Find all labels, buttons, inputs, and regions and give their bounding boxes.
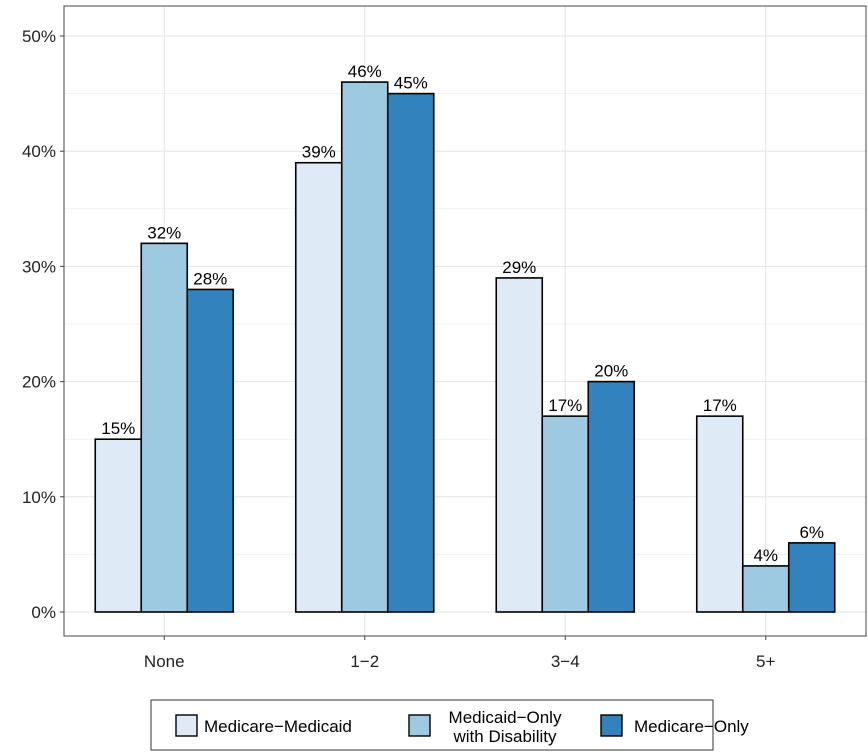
legend: Medicare−Medicaid Medicaid−Only with Disab…	[151, 700, 749, 750]
y-tick-label: 0%	[31, 603, 56, 622]
bar-5-medicare-medicaid	[697, 416, 743, 612]
legend-key-medicare-only	[601, 715, 622, 736]
y-tick-label: 40%	[22, 142, 56, 161]
bar-1-2-medicare-only	[388, 94, 434, 612]
bar-none-medicare-medicaid	[95, 439, 141, 612]
y-tick-label: 50%	[22, 27, 56, 46]
data-label-5-medicare-only: 6%	[799, 523, 824, 542]
bar-none-medicaid-only-with-disability	[141, 243, 187, 612]
bar-1-2-medicaid-only-with-disability	[342, 82, 388, 612]
legend-key-medicaid-only-with-disability	[409, 715, 430, 736]
y-tick-label: 10%	[22, 488, 56, 507]
bar-3-4-medicare-only	[588, 382, 634, 612]
y-axis: 0% 10% 20% 30% 40% 50%	[22, 27, 64, 622]
x-tick-label-3-4: 3−4	[551, 652, 580, 671]
data-label-5-medicaid-only-with-disability: 4%	[753, 546, 778, 565]
x-tick-label-1-2: 1−2	[350, 652, 379, 671]
data-label-3-4-medicare-medicaid: 29%	[502, 258, 536, 277]
legend-label-medicaid-only-with-disability: Medicaid−Only with Disability	[449, 708, 562, 746]
x-tick-label-5: 5+	[756, 652, 775, 671]
x-axis: None 1−2 3−4 5+	[144, 636, 776, 671]
data-label-5-medicare-medicaid: 17%	[703, 396, 737, 415]
data-label-none-medicare-only: 28%	[193, 269, 227, 288]
y-tick-label: 20%	[22, 373, 56, 392]
legend-label-medicare-only: Medicare−Only	[634, 717, 749, 736]
y-tick-label: 30%	[22, 257, 56, 276]
bar-3-4-medicare-medicaid	[496, 278, 542, 612]
legend-key-medicare-medicaid	[176, 715, 197, 736]
data-label-1-2-medicaid-only-with-disability: 46%	[348, 62, 382, 81]
data-label-3-4-medicaid-only-with-disability: 17%	[548, 396, 582, 415]
data-label-none-medicare-medicaid: 15%	[101, 419, 135, 438]
data-label-1-2-medicare-medicaid: 39%	[302, 143, 336, 162]
data-label-none-medicaid-only-with-disability: 32%	[147, 223, 181, 242]
legend-label-medicare-medicaid: Medicare−Medicaid	[204, 717, 352, 736]
data-label-1-2-medicare-only: 45%	[394, 74, 428, 93]
bar-3-4-medicaid-only-with-disability	[542, 416, 588, 612]
data-label-3-4-medicare-only: 20%	[594, 362, 628, 381]
bars	[95, 82, 835, 612]
bar-none-medicare-only	[187, 289, 233, 612]
x-tick-label-none: None	[144, 652, 185, 671]
bar-5-medicaid-only-with-disability	[743, 566, 789, 612]
bar-1-2-medicare-medicaid	[296, 163, 342, 612]
bar-5-medicare-only	[789, 543, 835, 612]
